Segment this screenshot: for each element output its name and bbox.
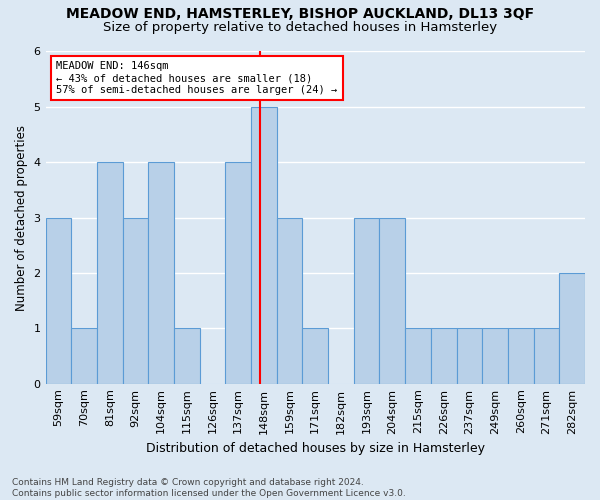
Bar [122,218,148,384]
Bar [251,107,277,384]
Bar [457,328,482,384]
Bar [405,328,431,384]
Bar [508,328,533,384]
Bar [379,218,405,384]
Bar [533,328,559,384]
Bar [482,328,508,384]
Bar [97,162,122,384]
Y-axis label: Number of detached properties: Number of detached properties [15,124,28,310]
Bar [277,218,302,384]
Bar [226,162,251,384]
Bar [302,328,328,384]
Bar [559,273,585,384]
Text: Size of property relative to detached houses in Hamsterley: Size of property relative to detached ho… [103,21,497,34]
Text: Contains HM Land Registry data © Crown copyright and database right 2024.
Contai: Contains HM Land Registry data © Crown c… [12,478,406,498]
Text: MEADOW END, HAMSTERLEY, BISHOP AUCKLAND, DL13 3QF: MEADOW END, HAMSTERLEY, BISHOP AUCKLAND,… [66,8,534,22]
Bar [354,218,379,384]
Bar [174,328,200,384]
X-axis label: Distribution of detached houses by size in Hamsterley: Distribution of detached houses by size … [146,442,485,455]
Bar [431,328,457,384]
Bar [148,162,174,384]
Bar [46,218,71,384]
Text: MEADOW END: 146sqm
← 43% of detached houses are smaller (18)
57% of semi-detache: MEADOW END: 146sqm ← 43% of detached hou… [56,62,338,94]
Bar [71,328,97,384]
